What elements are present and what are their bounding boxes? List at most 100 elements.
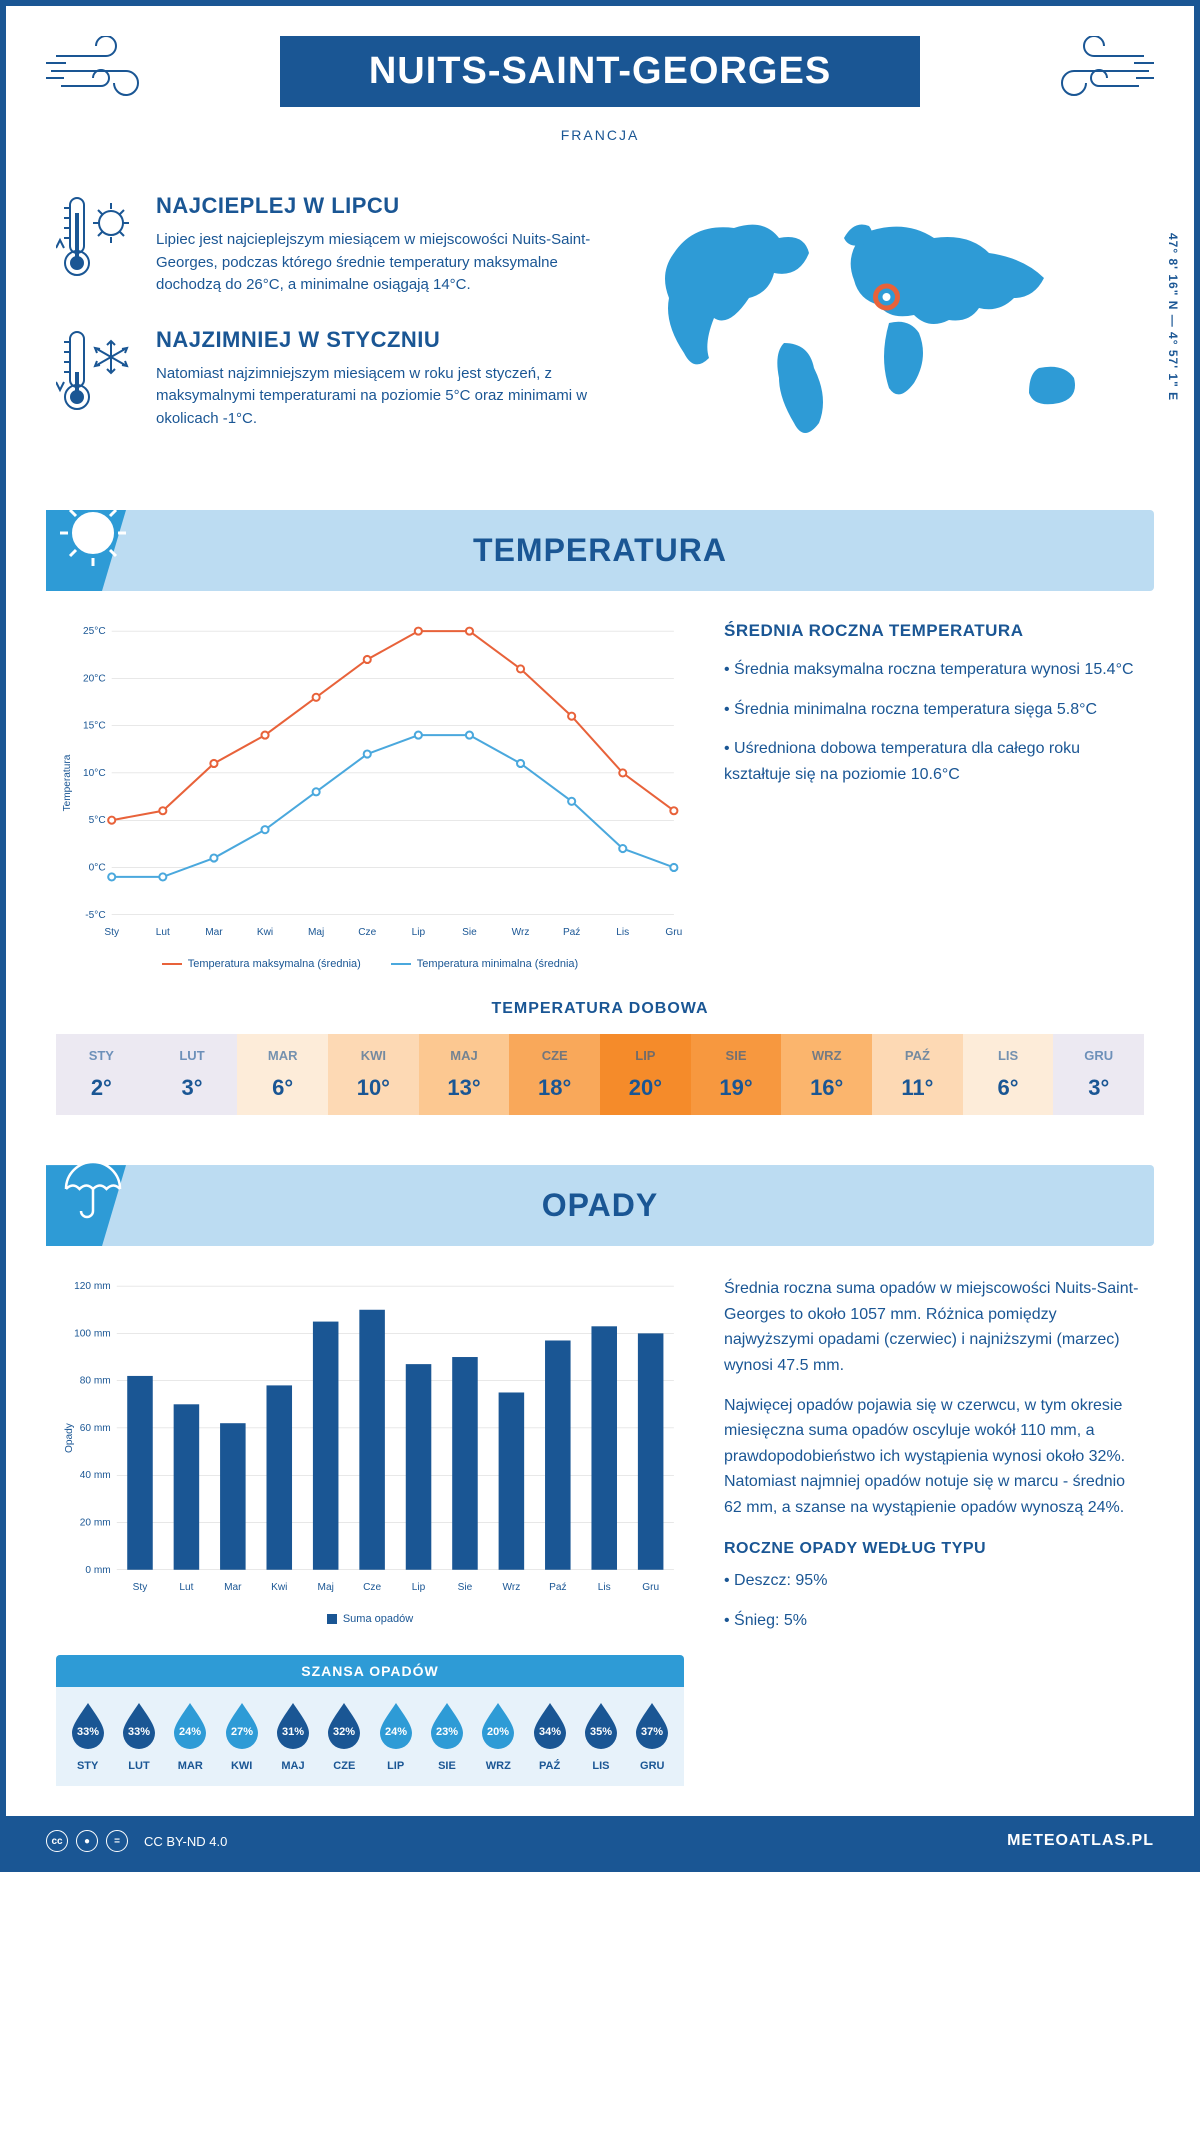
daily-temp-cell: MAR6° [237, 1034, 328, 1115]
svg-text:Paź: Paź [563, 927, 580, 938]
svg-text:Lut: Lut [179, 1582, 193, 1593]
daily-temp-title: TEMPERATURA DOBOWA [6, 1000, 1194, 1018]
precip-row: 0 mm20 mm40 mm60 mm80 mm100 mm120 mmStyL… [6, 1276, 1194, 1816]
svg-text:Lis: Lis [598, 1582, 611, 1593]
header: NUITS-SAINT-GEORGES FRANCJA [6, 6, 1194, 163]
svg-text:20°C: 20°C [83, 673, 106, 684]
chance-drop: 27%KWI [218, 1701, 265, 1772]
svg-text:Paź: Paź [549, 1582, 566, 1593]
svg-text:60 mm: 60 mm [80, 1423, 111, 1434]
chance-drop: 34%PAŹ [526, 1701, 573, 1772]
svg-text:34%: 34% [539, 1726, 561, 1738]
svg-text:-5°C: -5°C [85, 910, 105, 921]
svg-text:Maj: Maj [308, 927, 324, 938]
precip-p1: Średnia roczna suma opadów w miejscowośc… [724, 1276, 1144, 1378]
svg-text:33%: 33% [128, 1726, 150, 1738]
svg-text:Temperatura: Temperatura [62, 754, 73, 811]
daily-temp-cell: CZE18° [509, 1034, 600, 1115]
precip-type2: • Śnieg: 5% [724, 1608, 1144, 1634]
precip-type1: • Deszcz: 95% [724, 1568, 1144, 1594]
cc-icon: cc [46, 1830, 68, 1852]
svg-text:Cze: Cze [363, 1582, 381, 1593]
daily-temp-cell: SIE19° [691, 1034, 782, 1115]
wind-icon-left [46, 36, 166, 106]
svg-text:Kwi: Kwi [271, 1582, 287, 1593]
daily-temp-cell: LIP20° [600, 1034, 691, 1115]
chance-drop: 35%LIS [577, 1701, 624, 1772]
coldest-title: NAJZIMNIEJ W STYCZNIU [156, 327, 614, 353]
umbrella-icon [58, 1153, 128, 1223]
svg-text:0°C: 0°C [89, 863, 106, 874]
svg-text:35%: 35% [590, 1726, 612, 1738]
svg-text:Gru: Gru [665, 927, 682, 938]
footer: cc ● = CC BY-ND 4.0 METEOATLAS.PL [6, 1816, 1194, 1866]
hottest-text: Lipiec jest najcieplejszym miesiącem w m… [156, 229, 614, 297]
country-label: FRANCJA [166, 127, 1034, 143]
svg-text:Mar: Mar [224, 1582, 242, 1593]
temperature-chart: -5°C0°C5°C10°C15°C20°C25°CStyLutMarKwiMa… [56, 621, 684, 970]
svg-text:100 mm: 100 mm [74, 1329, 111, 1340]
svg-text:33%: 33% [77, 1726, 99, 1738]
legend-max-label: Temperatura maksymalna (średnia) [188, 958, 361, 970]
svg-text:Mar: Mar [205, 927, 223, 938]
daily-temp-cell: KWI10° [328, 1034, 419, 1115]
chance-drop: 23%SIE [423, 1701, 470, 1772]
license-label: CC BY-ND 4.0 [144, 1834, 227, 1849]
svg-text:25°C: 25°C [83, 626, 106, 637]
svg-text:20 mm: 20 mm [80, 1518, 111, 1529]
license-block: cc ● = CC BY-ND 4.0 [46, 1830, 227, 1852]
chance-drop: 37%GRU [629, 1701, 676, 1772]
svg-text:Maj: Maj [318, 1582, 334, 1593]
hottest-title: NAJCIEPLEJ W LIPCU [156, 193, 614, 219]
svg-text:Lut: Lut [156, 927, 170, 938]
svg-text:Gru: Gru [642, 1582, 659, 1593]
intro-text-column: NAJCIEPLEJ W LIPCU Lipiec jest najcieple… [56, 193, 614, 460]
svg-text:Sie: Sie [462, 927, 477, 938]
legend-min-label: Temperatura minimalna (średnia) [417, 958, 578, 970]
chance-drop: 33%STY [64, 1701, 111, 1772]
svg-text:Lis: Lis [616, 927, 629, 938]
svg-text:Cze: Cze [358, 927, 376, 938]
svg-text:31%: 31% [282, 1726, 304, 1738]
chance-drop: 24%MAR [167, 1701, 214, 1772]
daily-temp-cell: MAJ13° [419, 1034, 510, 1115]
wind-icon-right [1034, 36, 1154, 106]
hottest-block: NAJCIEPLEJ W LIPCU Lipiec jest najcieple… [56, 193, 614, 297]
svg-text:23%: 23% [436, 1726, 458, 1738]
daily-temp-cell: GRU3° [1053, 1034, 1144, 1115]
chance-drop: 32%CZE [321, 1701, 368, 1772]
intro-row: NAJCIEPLEJ W LIPCU Lipiec jest najcieple… [6, 163, 1194, 500]
svg-text:Opady: Opady [64, 1422, 75, 1453]
by-icon: ● [76, 1830, 98, 1852]
nd-icon: = [106, 1830, 128, 1852]
svg-text:Sty: Sty [104, 927, 120, 938]
page-title: NUITS-SAINT-GEORGES [280, 36, 920, 107]
svg-text:24%: 24% [385, 1726, 407, 1738]
avg-temp-p1: • Średnia maksymalna roczna temperatura … [724, 657, 1144, 683]
avg-temp-p3: • Uśredniona dobowa temperatura dla całe… [724, 736, 1144, 787]
thermometer-snow-icon [56, 327, 136, 431]
world-map-block: 47° 8' 16" N — 4° 57' 1" E [644, 193, 1144, 460]
precip-p2: Najwięcej opadów pojawia się w czerwcu, … [724, 1393, 1144, 1521]
svg-text:24%: 24% [179, 1726, 201, 1738]
daily-temp-cell: STY2° [56, 1034, 147, 1115]
precip-header-label: OPADY [542, 1187, 658, 1223]
site-label: METEOATLAS.PL [1007, 1832, 1154, 1850]
temperature-header-label: TEMPERATURA [473, 532, 727, 568]
precip-side-text: Średnia roczna suma opadów w miejscowośc… [724, 1276, 1144, 1786]
temperature-side-text: ŚREDNIA ROCZNA TEMPERATURA • Średnia mak… [724, 621, 1144, 970]
svg-text:Wrz: Wrz [502, 1582, 520, 1593]
svg-text:40 mm: 40 mm [80, 1470, 111, 1481]
chance-drop: 20%WRZ [475, 1701, 522, 1772]
svg-text:5°C: 5°C [89, 815, 106, 826]
svg-text:Lip: Lip [412, 1582, 426, 1593]
thermometer-sun-icon [56, 193, 136, 297]
svg-text:10°C: 10°C [83, 768, 106, 779]
svg-text:Wrz: Wrz [512, 927, 530, 938]
svg-text:80 mm: 80 mm [80, 1376, 111, 1387]
svg-text:20%: 20% [487, 1726, 509, 1738]
coldest-block: NAJZIMNIEJ W STYCZNIU Natomiast najzimni… [56, 327, 614, 431]
svg-text:27%: 27% [231, 1726, 253, 1738]
chance-title: SZANSA OPADÓW [56, 1655, 684, 1687]
svg-text:Kwi: Kwi [257, 927, 273, 938]
